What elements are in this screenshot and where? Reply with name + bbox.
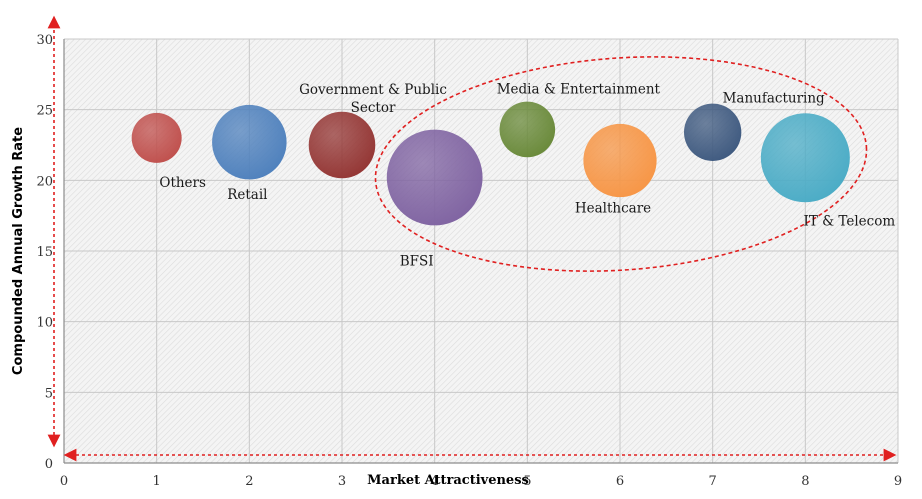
bubbles [131, 101, 850, 226]
y-tick-label: 0 [45, 457, 53, 472]
y-tick-label: 30 [36, 33, 53, 48]
bubble-label: Healthcare [575, 201, 651, 217]
bubble-label: Manufacturing [723, 90, 825, 106]
bubble-label: IT & Telecom [803, 214, 895, 230]
bubble-labels: Others Retail Government & Public Sector BFS… [159, 81, 895, 269]
bubble-label: Others [159, 175, 206, 191]
x-tick-label: 3 [338, 474, 346, 489]
y-tick-label: 5 [45, 386, 53, 401]
x-tick-label: 5 [523, 474, 531, 489]
x-tick-label: 7 [709, 474, 717, 489]
bubble-label: Retail [227, 187, 267, 203]
x-tick-label: 1 [153, 474, 161, 489]
bubble [131, 112, 182, 163]
bubble-label: BFSI [400, 254, 434, 270]
x-tick-label: 2 [245, 474, 253, 489]
x-tick-label: 0 [60, 474, 68, 489]
bubble [499, 101, 556, 158]
bubble [386, 129, 483, 226]
axes [63, 39, 898, 464]
y-tick-label: 10 [36, 316, 53, 331]
bubble-label: Government & Public Sector [299, 82, 447, 116]
y-tick-label: 20 [36, 174, 53, 189]
y-axis-title: Compounded Annual Growth Rate [11, 127, 26, 375]
axis-arrows [47, 15, 897, 462]
bubble [583, 123, 657, 198]
bubble-label: Media & Entertainment [497, 81, 661, 97]
x-tick-label: 9 [894, 474, 902, 489]
x-axis-title: Market Attractiveness [367, 473, 529, 488]
bubble [212, 104, 287, 180]
bubble [684, 103, 742, 161]
bubble [760, 113, 850, 203]
y-tick-label: 15 [36, 245, 53, 260]
x-tick-label: 4 [431, 474, 439, 489]
y-tick-label: 25 [36, 104, 53, 119]
x-tick-label: 6 [616, 474, 624, 489]
highlight-ellipse-shape [374, 56, 868, 272]
x-tick-label: 8 [801, 474, 809, 489]
bubble [308, 111, 376, 179]
highlight-ellipse [374, 56, 868, 272]
